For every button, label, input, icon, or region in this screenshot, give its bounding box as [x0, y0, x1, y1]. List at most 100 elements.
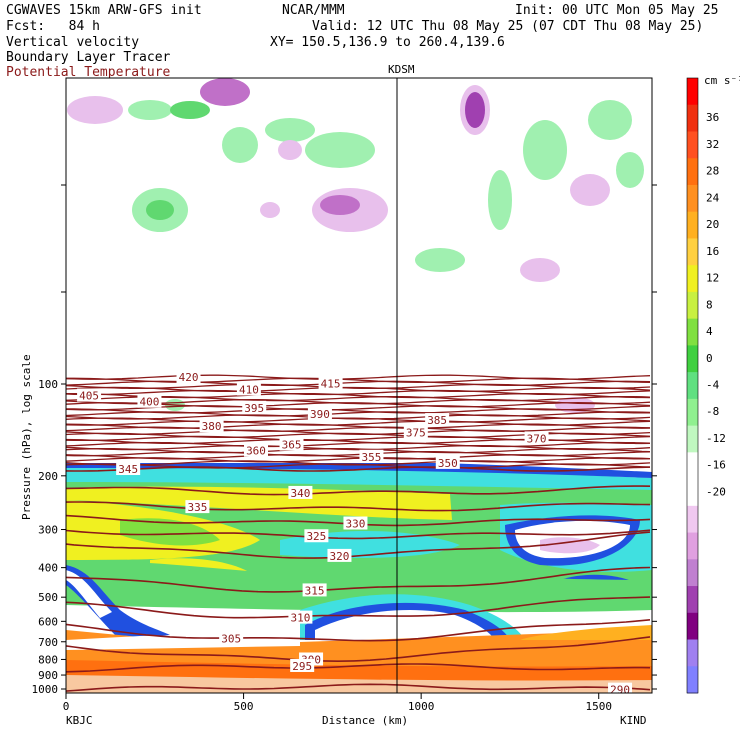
y-tick-label: 700: [38, 636, 58, 649]
colorbar-swatch: [687, 104, 698, 132]
velocity-blob: [415, 248, 465, 272]
theta-label: 350: [438, 457, 458, 470]
field-vertical-velocity: Vertical velocity: [6, 35, 140, 50]
theta-contour-line: [66, 501, 651, 512]
theta-label: 345: [118, 463, 138, 476]
theta-label-bg: [77, 388, 102, 402]
colorbar-swatch: [687, 184, 698, 213]
theta-label-bg: [343, 516, 368, 530]
theta-contour-line: [66, 408, 650, 414]
theta-label-bg: [176, 370, 201, 384]
cross-section-endpoints: XY= 150.5,136.9 to 260.4,139.6: [270, 35, 505, 50]
y-tick-label: 900: [38, 669, 58, 682]
x-tick-label: 1000: [408, 700, 435, 713]
velocity-band: [540, 537, 600, 554]
velocity-blob: [570, 174, 610, 206]
velocity-band: [315, 609, 495, 640]
theta-contour-line: [66, 566, 651, 593]
theta-contour-line: [66, 386, 651, 393]
velocity-blob: [265, 118, 315, 142]
chart-title: KDSM: [388, 63, 415, 76]
velocity-band: [120, 518, 220, 546]
theta-label: 390: [310, 408, 330, 421]
center-name: NCAR/MMM: [282, 3, 345, 18]
theta-label: 335: [187, 501, 207, 514]
theta-label-bg: [279, 437, 304, 451]
colorbar-swatch: [687, 559, 698, 587]
y-tick-label: 500: [38, 591, 58, 604]
forecast-hour: Fcst: 84 h: [6, 19, 100, 34]
velocity-band: [520, 625, 652, 640]
theta-label-bg: [403, 425, 428, 439]
colorbar-swatch: [687, 238, 698, 266]
theta-label: 325: [306, 530, 326, 543]
velocity-blob: [488, 170, 512, 230]
y-tick-label: 600: [38, 615, 58, 628]
velocity-band: [66, 560, 652, 613]
theta-label-bg: [116, 462, 141, 476]
x-axis-label: Distance (km): [322, 714, 408, 727]
theta-label: 290: [610, 684, 630, 697]
velocity-blob: [200, 78, 250, 106]
velocity-blob: [588, 100, 632, 140]
theta-label-bg: [288, 485, 313, 499]
colorbar-swatch: [687, 666, 698, 694]
theta-contour-line: [66, 466, 651, 472]
init-time: Init: 00 UTC Mon 05 May 25: [515, 3, 719, 18]
theta-contour-line: [66, 399, 651, 405]
theta-label: 310: [290, 612, 310, 625]
colorbar-label: 28: [706, 165, 719, 178]
y-tick-label: 400: [38, 562, 58, 575]
velocity-band: [66, 459, 652, 478]
colorbar-label: 4: [706, 325, 713, 338]
velocity-band: [66, 565, 170, 640]
colorbar-swatch: [687, 639, 698, 667]
x-tick-label: 1500: [585, 700, 612, 713]
theta-label-bg: [244, 443, 269, 457]
theta-label-bg: [219, 631, 244, 645]
colorbar-label: 16: [706, 245, 719, 258]
theta-contour-line: [66, 636, 651, 663]
plot-frame: [65, 77, 653, 694]
theta-label: 370: [527, 432, 547, 445]
theta-contour-line: [66, 411, 651, 417]
valid-time: Valid: 12 UTC Thu 08 May 25 (07 CDT Thu …: [312, 19, 704, 34]
theta-contour-line: [66, 448, 651, 454]
theta-label-bg: [185, 500, 210, 514]
colorbar-swatch: [687, 131, 698, 159]
theta-label: 380: [202, 420, 222, 433]
velocity-blob: [278, 140, 302, 160]
colorbar-swatch: [687, 211, 698, 239]
theta-label: 405: [79, 390, 99, 403]
colorbar-label: 20: [706, 218, 719, 231]
theta-contour-line: [66, 414, 651, 420]
colorbar-swatch: [687, 372, 698, 400]
velocity-band: [66, 465, 652, 490]
theta-label-bg: [236, 382, 261, 396]
colorbar-label: 36: [706, 111, 719, 124]
theta-contour-line: [66, 423, 651, 429]
theta-contour-line: [66, 596, 651, 619]
colorbar-swatch: [687, 532, 698, 560]
theta-label: 385: [427, 414, 447, 427]
theta-contour-line: [66, 457, 651, 463]
theta-label-bg: [524, 431, 549, 445]
velocity-blob: [67, 96, 123, 124]
theta-label: 295: [292, 660, 312, 673]
velocity-blob: [305, 132, 375, 168]
velocity-blob: [146, 200, 174, 220]
theta-label: 395: [244, 402, 264, 415]
theta-label-bg: [288, 610, 313, 624]
theta-label: 420: [179, 371, 199, 384]
colorbar-swatch: [687, 425, 698, 453]
theta-label-bg: [327, 548, 352, 562]
velocity-band: [66, 570, 112, 618]
colorbar-swatch: [687, 586, 698, 614]
theta-label: 330: [346, 518, 366, 531]
colorbar-unit: cm s⁻¹: [704, 74, 740, 87]
colorbar-label: 0: [706, 352, 713, 365]
theta-label: 320: [330, 550, 350, 563]
colorbar-swatch: [687, 505, 698, 534]
velocity-blob: [320, 195, 360, 215]
theta-label: 305: [221, 632, 241, 645]
